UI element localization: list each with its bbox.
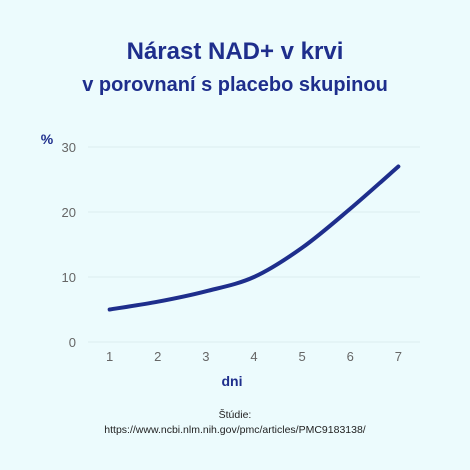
x-tick-label: 3 xyxy=(202,349,209,364)
y-tick-label: 30 xyxy=(62,140,76,155)
grid-layer xyxy=(88,146,420,343)
x-tick-label: 2 xyxy=(154,349,161,364)
source-label: Štúdie: xyxy=(218,409,252,421)
source-note: Štúdie: https://www.ncbi.nlm.nih.gov/pmc… xyxy=(0,408,470,438)
chart-title-line-1: Nárast NAD+ v krvi xyxy=(126,38,344,65)
x-tick-label: 6 xyxy=(347,349,354,364)
x-tick-label: 5 xyxy=(298,349,305,364)
x-axis-label: dni xyxy=(222,373,243,389)
x-tick-labels: 1 2 3 4 5 6 7 xyxy=(106,349,402,364)
y-tick-labels: 0 10 20 30 xyxy=(62,140,76,350)
y-tick-label: 20 xyxy=(62,205,76,220)
x-tick-label: 7 xyxy=(395,349,402,364)
y-axis-label: % xyxy=(41,131,54,147)
y-tick-label: 0 xyxy=(69,335,76,350)
chart-title-line-2: v porovnaní s placebo skupinou xyxy=(82,74,388,96)
x-tick-label: 1 xyxy=(106,349,113,364)
x-tick-label: 4 xyxy=(250,349,257,364)
source-url[interactable]: https://www.ncbi.nlm.nih.gov/pmc/article… xyxy=(104,424,366,436)
series-line xyxy=(107,164,401,312)
y-tick-label: 10 xyxy=(62,270,76,285)
